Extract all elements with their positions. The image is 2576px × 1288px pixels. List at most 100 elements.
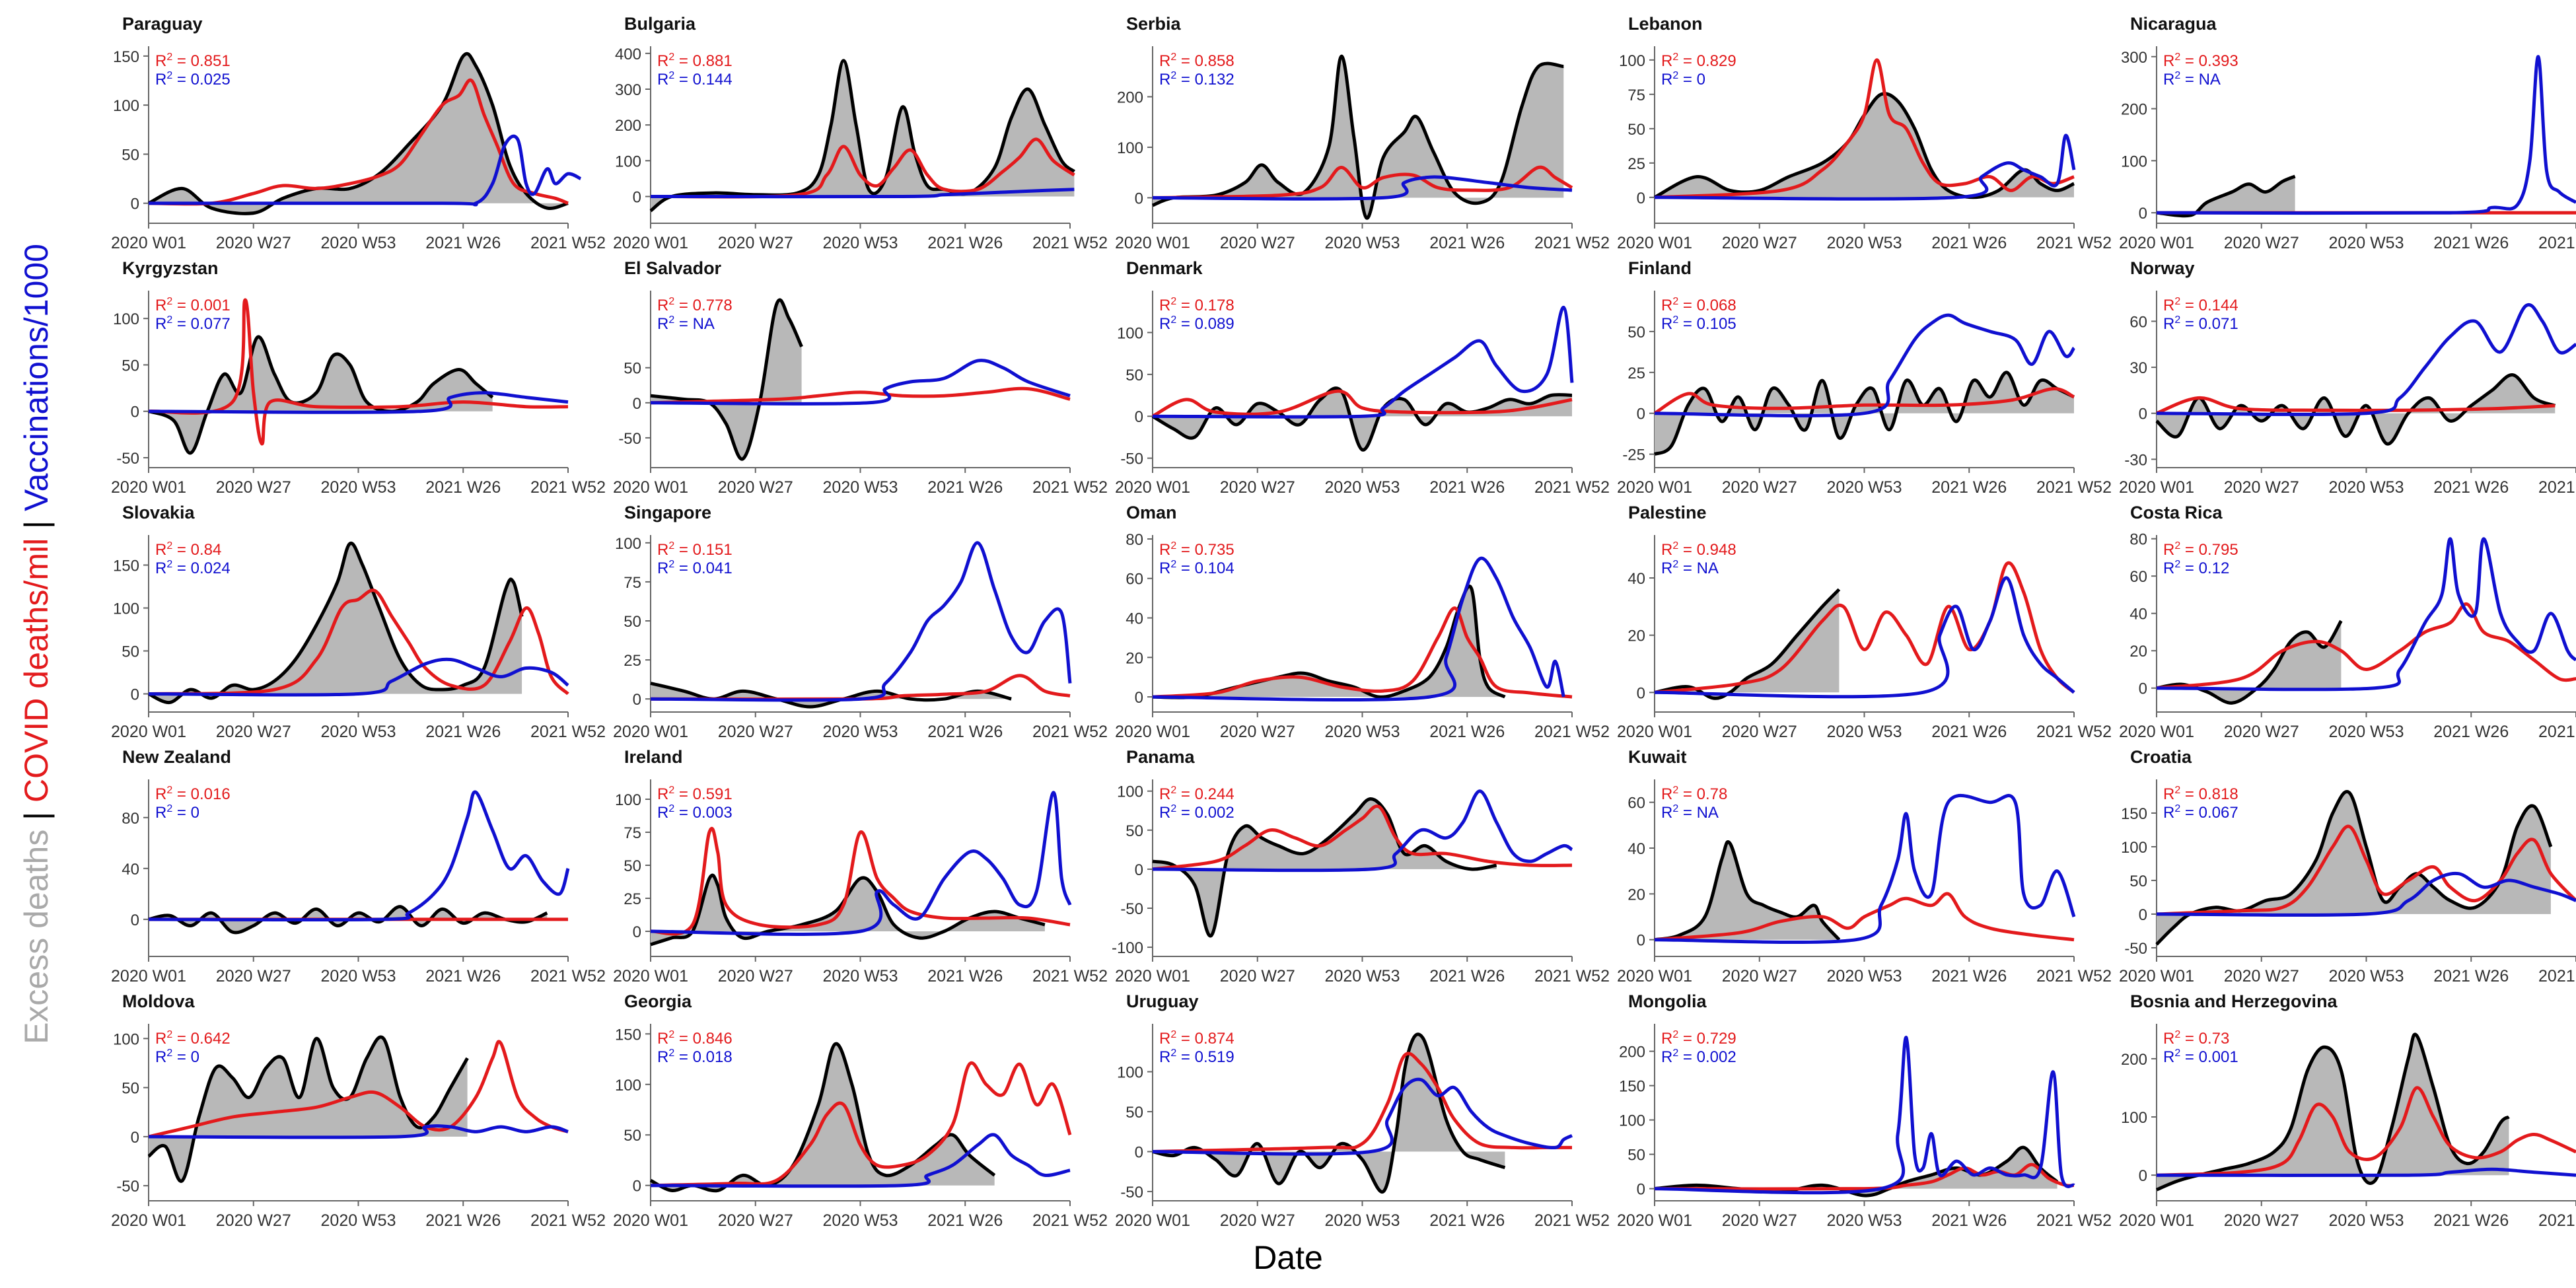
y-tick-label: 200	[1619, 1044, 1645, 1061]
x-tick-label: 2020 W01	[1115, 967, 1190, 985]
excess-deaths-line	[649, 1042, 996, 1193]
r2-vaccination-annotation: R2 = 0.001	[2163, 1048, 2238, 1066]
y-tick-label: 50	[122, 357, 139, 375]
y-tick-label: 50	[1628, 1147, 1645, 1164]
excess-deaths-line	[1653, 371, 2075, 456]
y-tick-label: 50	[1628, 121, 1645, 139]
excess-deaths-area	[2157, 621, 2342, 703]
y-tick-label: 0	[633, 923, 641, 941]
y-tick-label: 50	[1126, 822, 1143, 840]
y-tick-label: 50	[2129, 873, 2147, 890]
r2-covid-annotation: R2 = 0.068	[1661, 296, 1736, 314]
x-tick-label: 2020 W27	[1220, 234, 1295, 252]
panel-title: Serbia	[1126, 14, 1182, 34]
r2-covid-annotation: R2 = 0.858	[1159, 52, 1234, 70]
x-tick-label: 2020 W53	[321, 967, 396, 985]
x-tick-label: 2020 W53	[823, 1211, 898, 1230]
x-tick-label: 2020 W27	[1722, 967, 1797, 985]
y-tick-label: 150	[113, 48, 139, 66]
r2-covid-annotation: R2 = 0.778	[657, 296, 733, 314]
y-tick-label: -50	[116, 1178, 139, 1196]
x-tick-label: 2021 W52	[1534, 478, 1610, 497]
x-tick-label: 2020 W27	[1722, 234, 1797, 252]
x-tick-label: 2021 W26	[425, 478, 501, 497]
x-tick-label: 2020 W53	[2329, 1211, 2404, 1230]
r2-vaccination-annotation: R2 = NA	[2163, 70, 2221, 89]
excess-deaths-line	[1152, 797, 1497, 938]
x-tick-label: 2020 W01	[613, 234, 688, 252]
panel-croatia: Croatia -50 0 50 100 150 2020 W01 2020 W27 2020 …	[2119, 747, 2576, 985]
panel-georgia: Georgia 0 50 100 150 2020 W01 2020 W27 2020 W53…	[613, 991, 1108, 1230]
x-tick-label: 2021 W26	[927, 478, 1003, 497]
r2-covid-annotation: R2 = 0.393	[2163, 52, 2238, 70]
y-tick-label: 0	[1135, 861, 1143, 879]
r2-covid-annotation: R2 = 0.818	[2163, 785, 2238, 803]
x-tick-label: 2021 W52	[2036, 1211, 2112, 1230]
excess-deaths-area	[2157, 1034, 2509, 1190]
y-tick-label: 50	[624, 857, 641, 875]
y-tick-label: 300	[2121, 49, 2147, 67]
r2-vaccination-annotation: R2 = 0.002	[1159, 803, 1234, 822]
x-tick-label: 2020 W53	[321, 1211, 396, 1230]
x-tick-label: 2020 W53	[1325, 1211, 1400, 1230]
x-tick-label: 2021 W26	[2433, 967, 2509, 985]
y-tick-label: 20	[1628, 886, 1645, 904]
x-tick-label: 2020 W01	[1617, 967, 1692, 985]
vaccinations-line	[2156, 303, 2576, 416]
panel-title: Finland	[1628, 258, 1692, 278]
y-tick-label: 100	[113, 310, 139, 328]
panel-serbia: Serbia 0 100 200 2020 W01 2020 W27 2020 W53 202…	[1115, 14, 1610, 252]
covid-deaths-line	[1152, 1052, 1572, 1153]
covid-deaths-line	[1152, 805, 1573, 871]
y-tick-label: 60	[1126, 571, 1143, 589]
x-tick-label: 2021 W26	[927, 234, 1003, 252]
vaccinations-line	[650, 541, 1072, 702]
y-tick-label: 25	[1628, 365, 1645, 382]
r2-covid-annotation: R2 = 0.829	[1661, 52, 1736, 70]
y-tick-label: 50	[624, 613, 641, 631]
panel-kyrgyzstan: Kyrgyzstan -50 0 50 100 2020 W01 2020 W27 2020 …	[111, 258, 606, 497]
r2-covid-annotation: R2 = 0.144	[2163, 296, 2238, 314]
x-tick-label: 2021 W26	[1429, 1211, 1505, 1230]
x-tick-label: 2020 W01	[1115, 723, 1190, 741]
x-tick-label: 2021 W52	[2538, 234, 2576, 252]
panel-title: Nicaragua	[2130, 14, 2217, 34]
r2-covid-annotation: R2 = 0.851	[155, 52, 231, 70]
y-tick-label: 0	[633, 395, 641, 413]
panel-nicaragua: Nicaragua 0 100 200 300 2020 W01 2020 W27 2020 …	[2119, 14, 2576, 252]
excess-deaths-area	[1655, 589, 1840, 699]
x-tick-label: 2020 W53	[823, 967, 898, 985]
covid-deaths-line	[650, 826, 1071, 936]
y-tick-label: -30	[2124, 451, 2147, 469]
excess-deaths-line	[1152, 54, 1564, 220]
panel-bulgaria: Bulgaria 0 100 200 300 400 2020 W01 2020 W27 202…	[613, 14, 1108, 252]
vaccinations-line	[1152, 305, 1574, 419]
excess-deaths-line	[650, 298, 803, 461]
panel-costa-rica: Costa Rica 0 20 40 60 80 2020 W01 2020 W27 2020 …	[2119, 503, 2576, 741]
x-tick-label: 2020 W53	[1827, 967, 1902, 985]
x-tick-label: 2020 W27	[1220, 723, 1295, 741]
x-tick-label: 2020 W53	[1325, 478, 1400, 497]
x-tick-label: 2020 W01	[111, 723, 186, 741]
ylabel-covid-deaths: COVID deaths/mil	[18, 538, 55, 803]
y-tick-label: 30	[2129, 359, 2147, 377]
y-tick-label: 100	[615, 153, 641, 170]
y-tick-label: 0	[1135, 190, 1143, 207]
r2-covid-annotation: R2 = 0.874	[1159, 1029, 1234, 1048]
ylabel-vaccinations: Vaccinations/1000	[18, 244, 55, 511]
y-tick-label: 150	[615, 1026, 641, 1044]
y-tick-label: 0	[1637, 190, 1645, 207]
panel-uruguay: Uruguay -50 0 50 100 2020 W01 2020 W27 2020 W53…	[1115, 991, 1610, 1230]
x-tick-label: 2020 W01	[2119, 723, 2194, 741]
excess-deaths-line	[2156, 1032, 2510, 1192]
panel-slovakia: Slovakia 0 50 100 150 2020 W01 2020 W27 2020 W5…	[111, 503, 606, 741]
y-tick-label: 200	[2121, 1051, 2147, 1069]
r2-vaccination-annotation: R2 = 0.089	[1159, 314, 1234, 333]
x-tick-label: 2020 W27	[718, 1211, 793, 1230]
r2-vaccination-annotation: R2 = 0	[1661, 70, 1705, 89]
vaccinations-line	[1654, 133, 2076, 201]
panel-title: Moldova	[122, 991, 195, 1011]
y-tick-label: 100	[1619, 1112, 1645, 1130]
x-tick-label: 2021 W26	[425, 1211, 501, 1230]
panel-moldova: Moldova -50 0 50 100 2020 W01 2020 W27 2020 W53…	[111, 991, 606, 1230]
